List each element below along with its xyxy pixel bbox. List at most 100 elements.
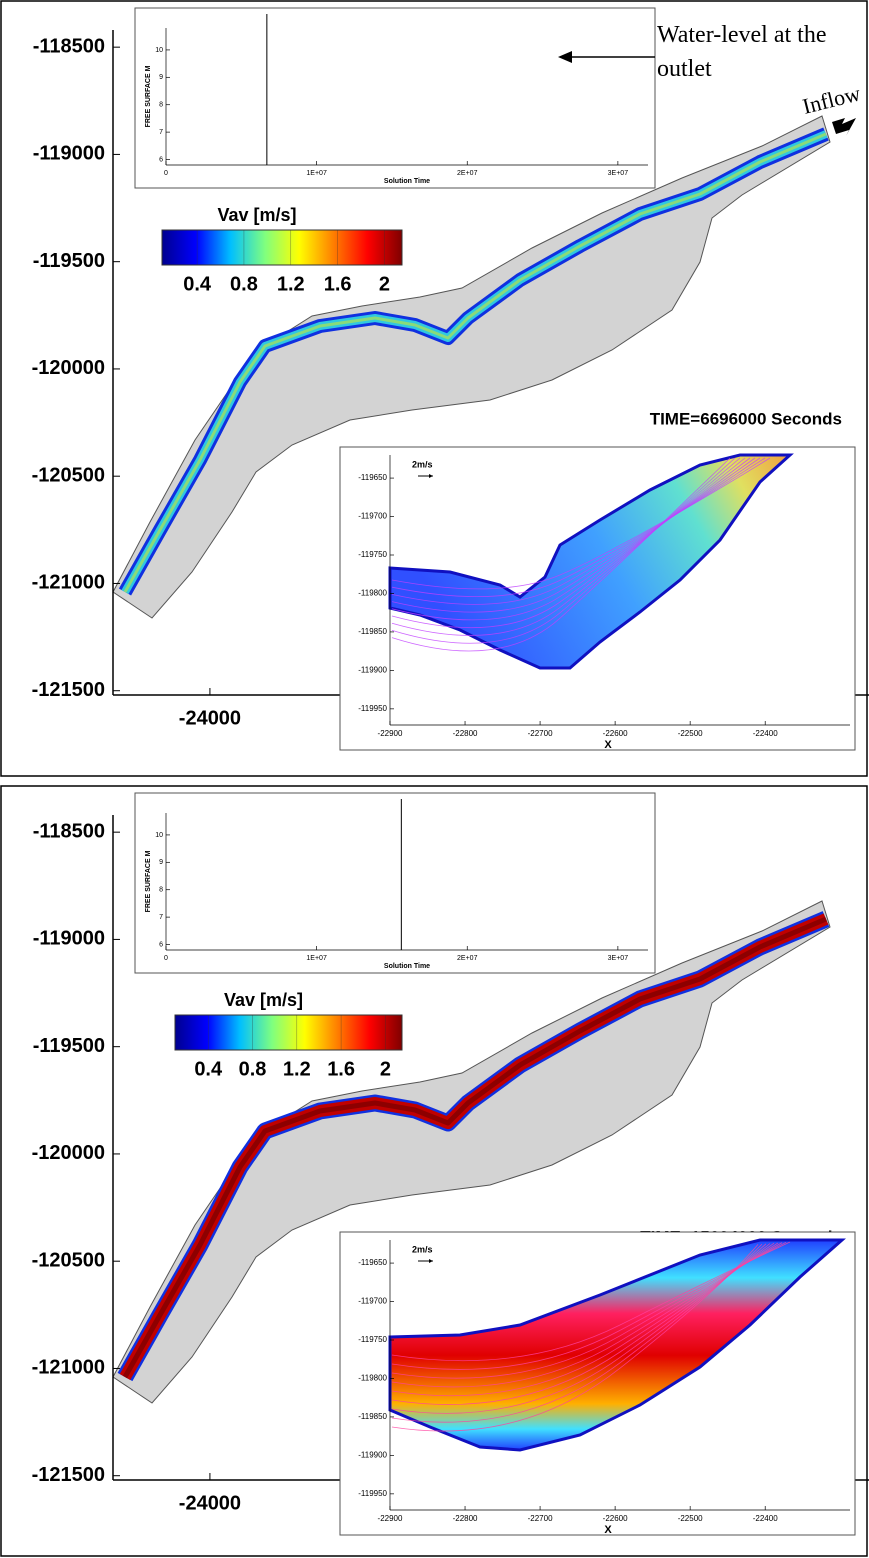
zoom-x-tick-label: -22800 [453,729,478,738]
water-level-y-tick-label: 6 [159,941,163,948]
zoom-streamline [391,457,731,652]
colorbar-title: Vav [m/s] [217,205,296,225]
zoom-y-tick-label: -119900 [358,665,387,674]
y-tick-label: -119500 [33,1035,105,1057]
inflow-label: Inflow [800,80,863,118]
zoom-y-tick-label: -119700 [358,1297,387,1306]
zoom-flow-area [388,1238,846,1452]
zoom-x-tick-label: -22500 [678,1514,703,1523]
water-level-x-tick-label: 1E+07 [306,170,327,177]
y-tick-label: -118500 [33,35,105,57]
y-tick-label: -121000 [32,572,105,594]
x-tick-label: -24000 [179,1492,241,1514]
zoom-y-tick-label: -119800 [358,1374,387,1383]
zoom-x-tick-label: -22600 [603,729,628,738]
zoom-x-tick-label: -22500 [678,729,703,738]
colorbar-title: Vav [m/s] [224,990,303,1010]
y-tick-label: -120500 [32,464,105,486]
zoom-streamline [391,457,741,636]
water-level-y-tick-label: 10 [155,47,163,54]
channel-core [122,916,827,1379]
zoom-y-tick-label: -119950 [358,1489,387,1498]
zoom-y-tick-label: -119900 [358,1450,387,1459]
water-level-x-tick-label: 1E+07 [306,955,327,962]
water-level-frame [134,7,656,189]
zoom-x-tick-label: -22400 [753,729,778,738]
zoom-x-label: X [604,739,612,751]
zoom-y-tick-label: -119800 [358,589,387,598]
zoom-y-tick-label: -119850 [358,1412,387,1421]
zoom-x-tick-label: -22700 [528,729,553,738]
x-tick-label: -24000 [179,707,241,729]
river-domain [112,900,831,1404]
colorbar-tick-label: 2 [379,273,390,295]
water-level-y-tick-label: 6 [159,156,163,163]
colorbar-tick-label: 0.4 [194,1058,223,1080]
outlet-arrow-head [558,51,572,63]
water-level-x-tick-label: 2E+07 [457,170,478,177]
zoom-y-tick-label: -119950 [358,704,387,713]
water-level-y-tick-label: 8 [159,887,163,894]
y-tick-label: -120500 [32,1249,105,1271]
water-level-x-tick-label: 0 [164,170,168,177]
water-level-y-tick-label: 10 [155,832,163,839]
water-level-x-label: Solution Time [384,963,430,970]
water-level-y-label: FREE SURFACE M [145,65,152,127]
colorbar-tick-label: 0.4 [183,273,212,295]
water-level-y-tick-label: 7 [159,914,163,921]
water-level-x-tick-label: 3E+07 [608,170,629,177]
zoom-y-tick-label: -119750 [358,550,387,559]
colorbar-tick-label: 1.2 [277,273,305,295]
zoom-x-tick-label: -22900 [378,1514,403,1523]
water-level-x-label: Solution Time [384,178,430,185]
colorbar-tick-label: 1.2 [283,1058,311,1080]
panel: -118500 -119000 -119500 -120000 -120500 -1210… [0,785,869,1557]
panel-frame [0,0,868,777]
colorbar-tick-label: 0.8 [230,273,258,295]
water-level-frame [134,792,656,974]
y-tick-label: -118500 [33,820,105,842]
colorbar [161,229,403,266]
zoom-streamline [391,457,761,605]
zoom-streamline [391,457,751,621]
colorbar-tick-label: 1.6 [327,1058,355,1080]
scale-label: 2m/s [412,459,433,469]
panel: -118500 -119000 -119500 -120000 -120500 -1210… [0,0,869,777]
y-tick-label: -120000 [32,1142,105,1164]
zoom-x-tick-label: -22900 [378,729,403,738]
zoom-streamline [391,457,756,613]
water-level-x-tick-label: 0 [164,955,168,962]
time-label: TIME=6696000 Seconds [650,409,842,428]
scale-arrow-head [429,474,433,478]
water-level-y-tick-label: 7 [159,129,163,136]
y-tick-label: -119000 [33,143,105,165]
y-tick-label: -120000 [32,357,105,379]
zoom-streamline [391,457,746,629]
water-level-y-tick-label: 9 [159,74,163,81]
zoom-streamline [391,1244,759,1432]
zoom-y-tick-label: -119850 [358,627,387,636]
y-tick-label: -119500 [33,250,105,272]
y-tick-label: -121500 [32,1464,105,1486]
scale-label: 2m/s [412,1244,433,1254]
colorbar-tick-label: 1.6 [324,273,352,295]
colorbar-tick-label: 0.8 [239,1058,267,1080]
water-level-y-tick-label: 8 [159,102,163,109]
river-domain [112,115,831,619]
zoom-y-tick-label: -119700 [358,512,387,521]
y-tick-label: -121500 [32,679,105,701]
zoom-x-label: X [604,1524,612,1536]
water-level-y-tick-label: 9 [159,859,163,866]
water-level-x-tick-label: 2E+07 [457,955,478,962]
zoom-y-tick-label: -119650 [358,1258,387,1267]
outlet-annotation: Water-level at the outlet [657,22,827,82]
scale-arrow-head [429,1259,433,1263]
water-level-x-tick-label: 3E+07 [608,955,629,962]
zoom-x-tick-label: -22800 [453,1514,478,1523]
colorbar-tick-label: 2 [380,1058,391,1080]
zoom-y-tick-label: -119650 [358,473,387,482]
zoom-x-tick-label: -22600 [603,1514,628,1523]
zoom-x-tick-label: -22700 [528,1514,553,1523]
